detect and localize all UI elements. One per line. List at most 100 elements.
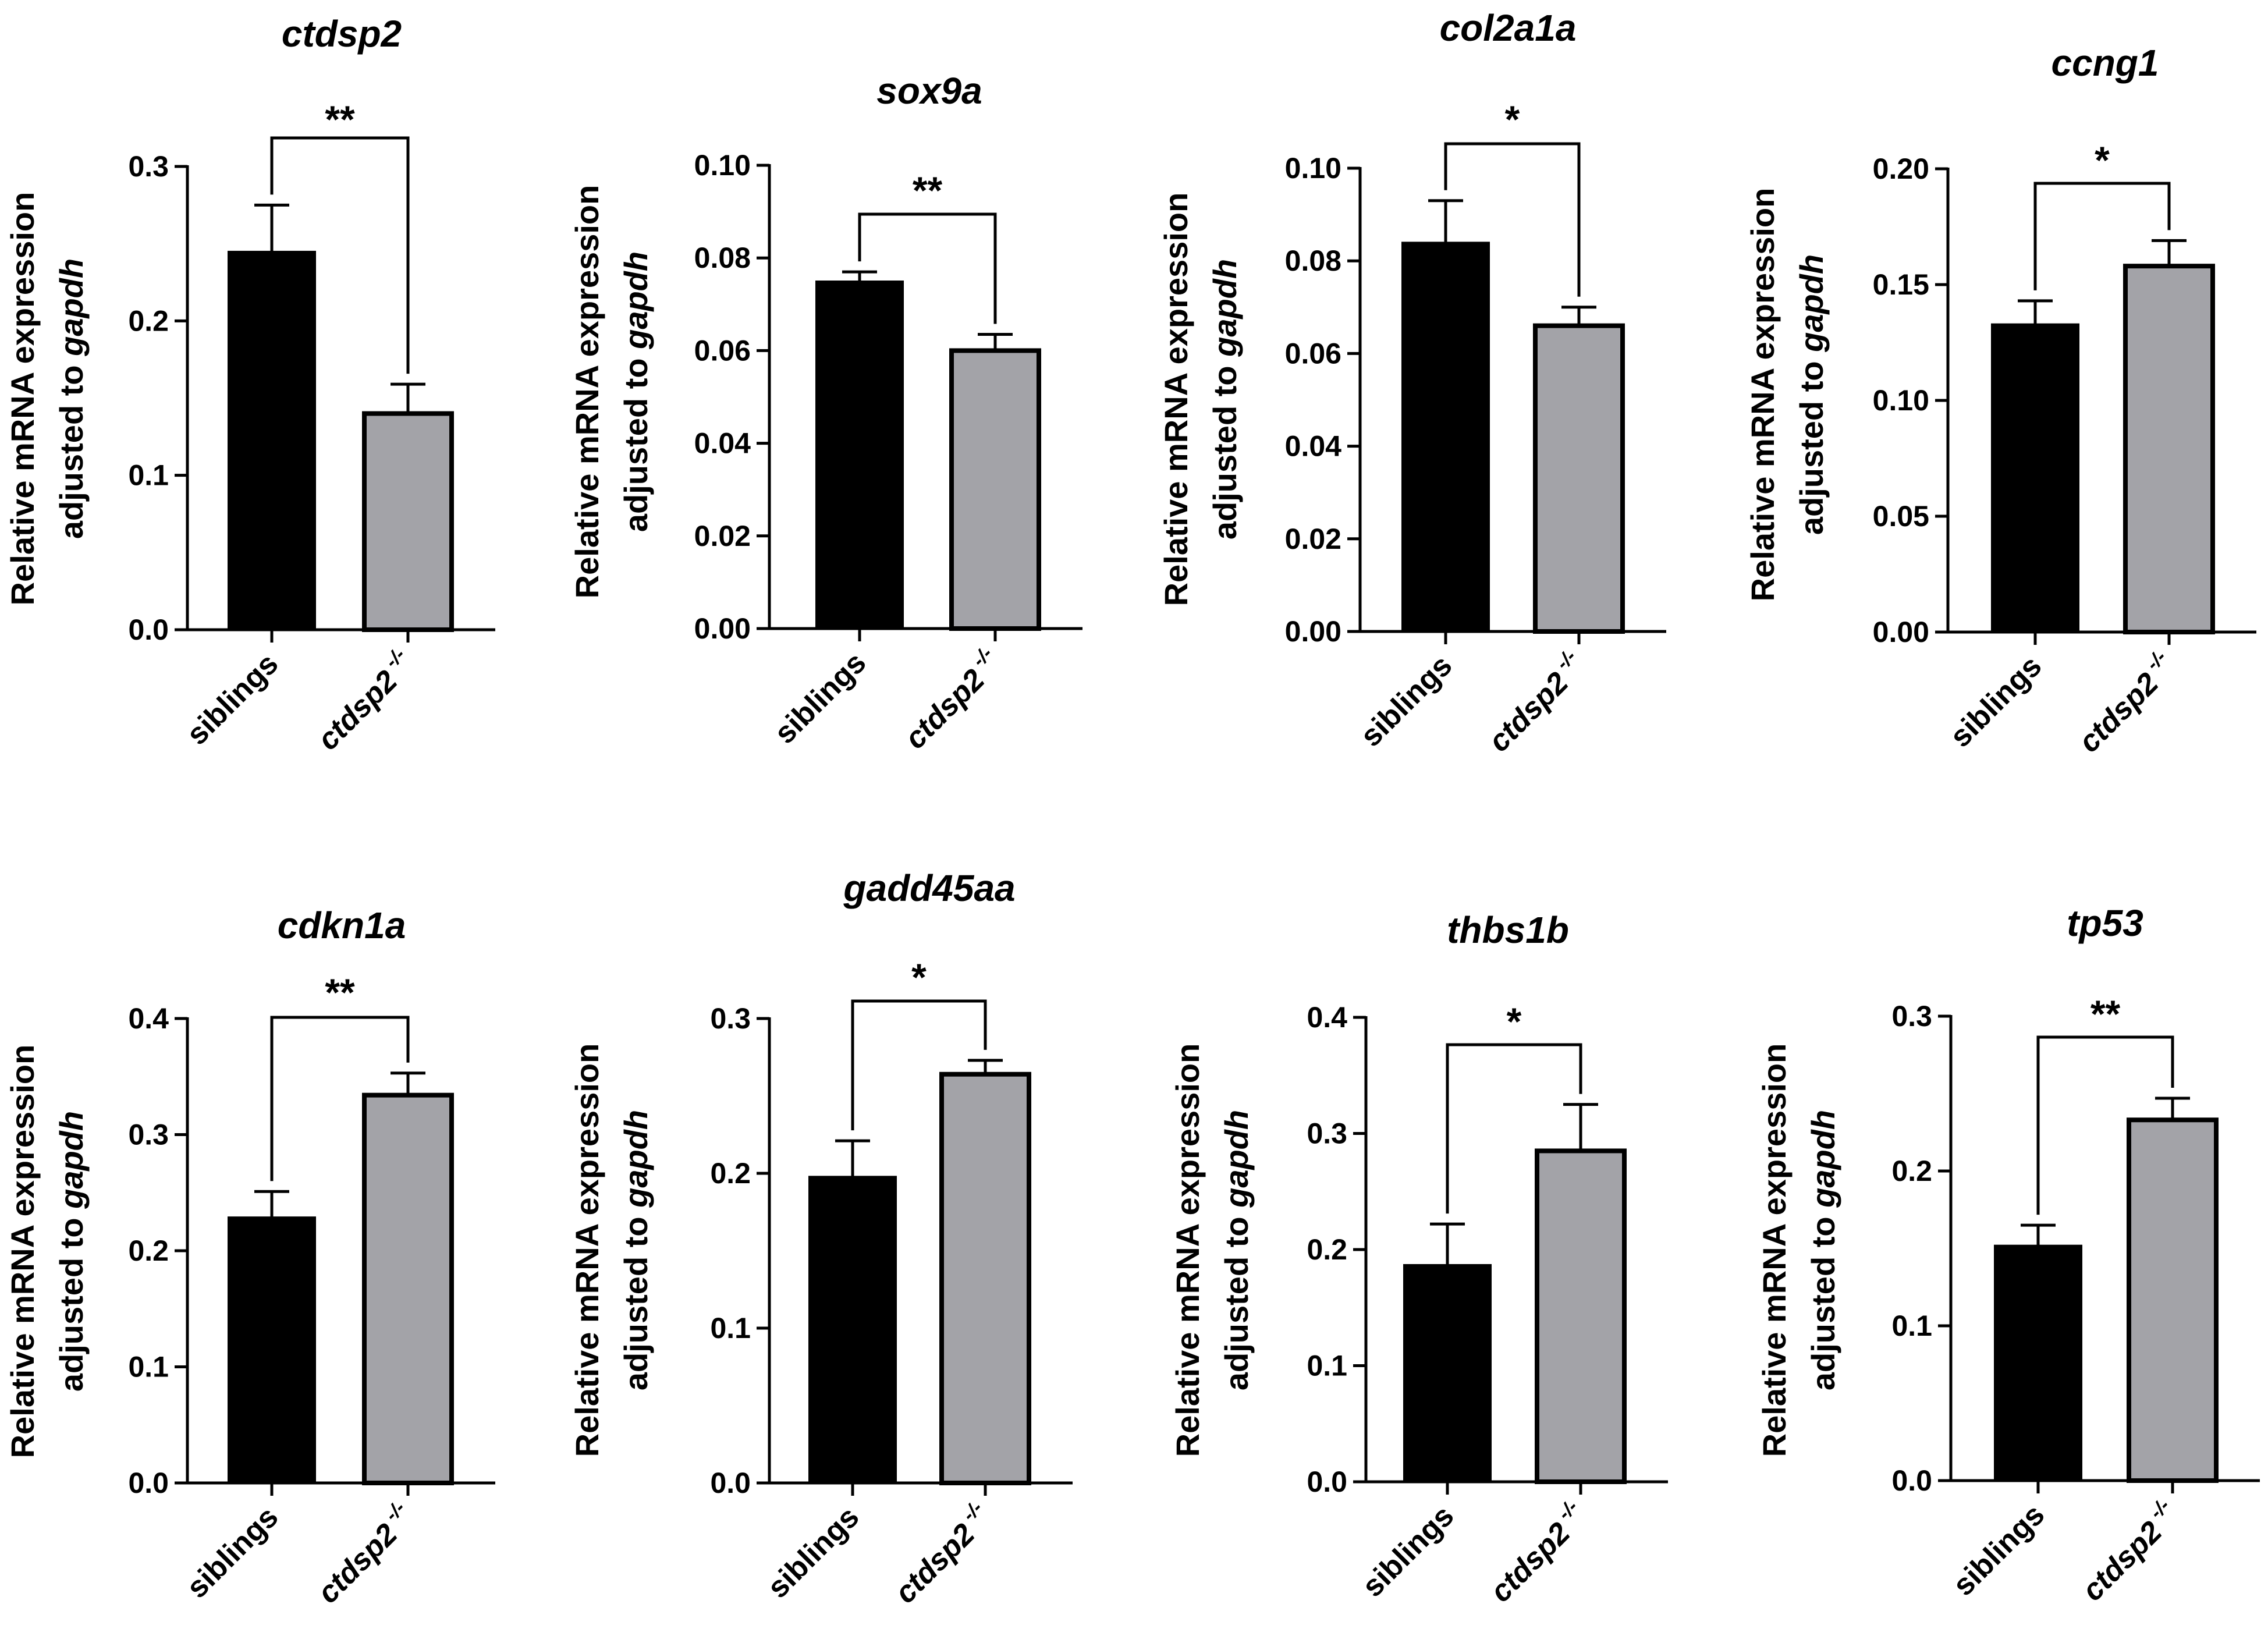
chart-title: thbs1b: [1447, 909, 1569, 951]
y-tick-label: 0.00: [1285, 615, 1341, 648]
category-name: siblings: [1947, 1497, 2052, 1602]
y-axis-label: Relative mRNA expression: [1169, 1044, 1206, 1457]
y-axis-label: Relative mRNA expression: [4, 192, 41, 606]
x-tick-label: siblings: [180, 647, 285, 751]
chart-panel-thbs1b: thbs1b Relative mRNA expression adjusted t…: [1169, 909, 1668, 1609]
y-axis-label-line1: Relative mRNA expression: [4, 192, 41, 606]
y-tick-label: 0.10: [1285, 152, 1341, 184]
significance-bracket: [270, 136, 410, 374]
category-name: siblings: [1354, 648, 1459, 753]
y-tick-label: 0.08: [694, 242, 751, 274]
bar-ctdsp2: [949, 348, 1041, 631]
y-axis-label-line2: adjusted to gapdh: [1805, 1110, 1841, 1390]
y-axis-label-prefix: adjusted to: [617, 1208, 654, 1390]
y-tick-label: 0.00: [694, 612, 751, 645]
significance-label: **: [325, 971, 355, 1014]
y-tick-label: 0.02: [694, 520, 751, 552]
category-name: ctdsp2: [311, 1517, 404, 1610]
y-axis-label-prefix: adjusted to: [53, 356, 90, 539]
bar-siblings: [1401, 242, 1490, 632]
y-axis-label: Relative mRNA expression: [4, 1045, 41, 1459]
y-axis-label-prefix: adjusted to: [617, 349, 654, 532]
bar-siblings: [1994, 1244, 2082, 1481]
y-tick-label: 0.02: [1285, 523, 1341, 555]
x-tick-label: ctdsp2 -/-: [2072, 1495, 2186, 1608]
y-tick-label: 0.3: [128, 1119, 169, 1151]
significance-label: **: [913, 169, 943, 212]
chart-panel-ctdsp2: ctdsp2 Relative mRNA expression adjusted t…: [4, 13, 495, 757]
y-axis-label-line2: adjusted to gapdh: [53, 258, 90, 539]
x-tick-label: ctdsp2 -/-: [885, 1497, 999, 1610]
y-tick-label: 0.04: [1285, 430, 1342, 463]
significance-bracket: [2036, 1035, 2174, 1215]
x-tick-label: ctdsp2 -/-: [308, 644, 421, 757]
y-axis-label-gene: gapdh: [53, 258, 90, 357]
y-axis-label-line2-text: adjusted to gapdh: [617, 1110, 654, 1390]
chart-title: ccng1: [2052, 42, 2159, 84]
y-axis-label: Relative mRNA expression: [1756, 1044, 1793, 1457]
bar-ctdsp2: [2127, 1117, 2219, 1483]
category-name: ctdsp2: [889, 1517, 982, 1610]
x-tick-label: ctdsp2 -/-: [2069, 646, 2182, 760]
bar-siblings: [815, 281, 904, 629]
y-axis-label-line2-text: adjusted to gapdh: [617, 251, 654, 532]
chart-panel-ccng1: ccng1 Relative mRNA expression adjusted to…: [1744, 42, 2256, 759]
x-tick-label: siblings: [1356, 1499, 1461, 1603]
y-tick-label: 0.4: [1307, 1001, 1347, 1034]
significance-bracket: [1444, 142, 1581, 297]
x-tick-label: siblings: [1354, 648, 1459, 753]
significance-bracket: [858, 212, 997, 324]
y-axis-label-line1: Relative mRNA expression: [1169, 1044, 1206, 1457]
bar-ctdsp2: [2123, 264, 2215, 635]
bar-ctdsp2: [1533, 323, 1625, 634]
y-tick-label: 0.2: [128, 304, 169, 337]
significance-label: *: [911, 956, 927, 999]
y-axis-label-line1: Relative mRNA expression: [569, 185, 605, 599]
y-axis-label-prefix: adjusted to: [1206, 357, 1243, 540]
y-tick-label: 0.05: [1873, 500, 1929, 533]
chart-panel-gadd45aa: gadd45aa Relative mRNA expression adjusted…: [569, 867, 1073, 1610]
significance-bracket: [270, 1016, 410, 1181]
x-tick-label: siblings: [180, 1500, 285, 1605]
category-name: siblings: [180, 1500, 285, 1605]
significance-bracket: [2033, 182, 2171, 290]
x-tick-label: ctdsp2 -/-: [1481, 1496, 1594, 1609]
y-tick-label: 0.10: [694, 149, 751, 182]
y-tick-label: 0.06: [694, 334, 751, 367]
x-tick-label: ctdsp2 -/-: [308, 1497, 421, 1610]
y-tick-label: 0.00: [1873, 616, 1929, 648]
y-tick-label: 0.1: [128, 1351, 169, 1383]
y-axis-label: Relative mRNA expression: [1158, 193, 1194, 606]
y-tick-label: 0.0: [1307, 1465, 1347, 1498]
bar-ctdsp2: [362, 1092, 454, 1486]
bar-ctdsp2: [1535, 1148, 1627, 1485]
y-axis-label-prefix: adjusted to: [1793, 352, 1830, 535]
bar-siblings: [1991, 323, 2079, 633]
y-tick-label: 0.15: [1873, 268, 1929, 301]
significance-label: *: [2095, 139, 2110, 182]
y-axis-label-gene: gapdh: [53, 1111, 90, 1209]
category-name: siblings: [180, 647, 285, 751]
y-axis-label-line2: adjusted to gapdh: [617, 251, 654, 532]
bar-ctdsp2: [939, 1071, 1031, 1485]
category-name: ctdsp2: [1484, 1516, 1577, 1609]
category-name: siblings: [1944, 649, 2049, 754]
chart-title: sox9a: [876, 70, 982, 112]
chart-title: gadd45aa: [843, 867, 1015, 909]
y-axis-label-line2-text: adjusted to gapdh: [53, 258, 90, 539]
chart-panel-cdkn1a: cdkn1a Relative mRNA expression adjusted t…: [4, 904, 495, 1610]
category-name: ctdsp2: [1482, 666, 1575, 759]
y-axis-label-line2: adjusted to gapdh: [53, 1111, 90, 1392]
y-axis-label-line2-text: adjusted to gapdh: [1805, 1110, 1841, 1390]
y-tick-label: 0.2: [710, 1157, 751, 1190]
y-axis-label-line1: Relative mRNA expression: [1158, 193, 1194, 606]
category-name: ctdsp2: [2072, 666, 2166, 760]
chart-panel-sox9a: sox9a Relative mRNA expression adjusted to…: [569, 70, 1082, 755]
y-tick-label: 0.2: [1307, 1233, 1347, 1266]
y-axis-label-gene: gapdh: [617, 1110, 654, 1208]
y-axis-label: Relative mRNA expression: [569, 185, 605, 599]
y-axis-label-line2: adjusted to gapdh: [1206, 259, 1243, 540]
y-axis-label-line2-text: adjusted to gapdh: [53, 1111, 90, 1392]
category-name: siblings: [768, 645, 873, 750]
